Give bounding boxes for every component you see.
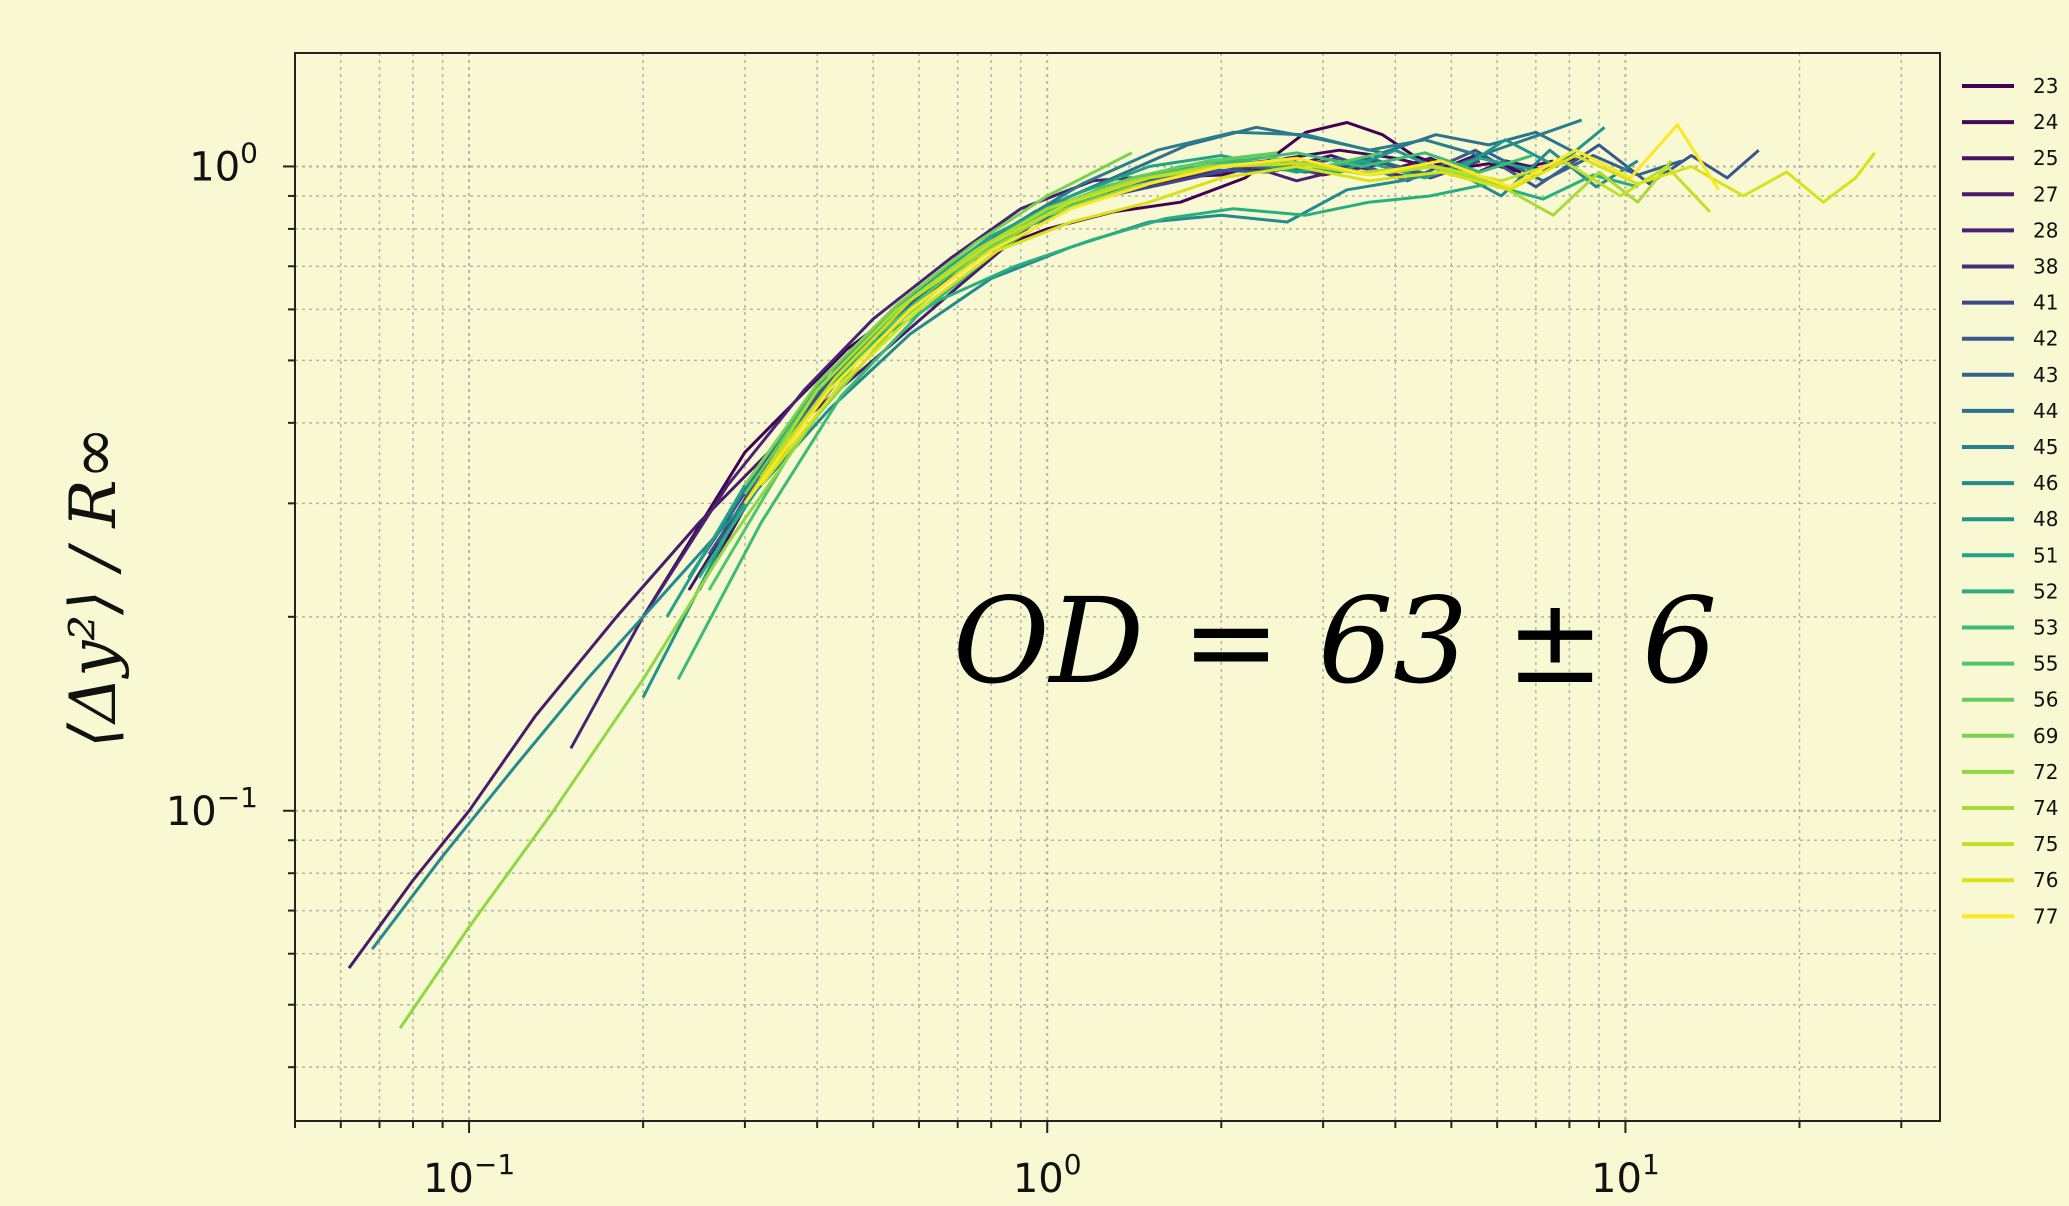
series-line-77 [743, 123, 1720, 505]
y-axis-label: ⟨Δy²⟩ / R∞ [57, 426, 131, 748]
legend-label: 74 [2033, 796, 2058, 820]
legend-label: 41 [2033, 291, 2058, 315]
y-tick-label: 10−1 [166, 781, 258, 835]
legend-label: 45 [2033, 435, 2058, 459]
legend-label: 51 [2033, 543, 2058, 567]
series-lines [347, 118, 1876, 1029]
series-line-69 [743, 151, 1133, 487]
legend-label: 24 [2033, 110, 2058, 134]
legend-label: 44 [2033, 399, 2058, 423]
series-line-28 [569, 159, 1414, 750]
legend-label: 28 [2033, 218, 2058, 242]
series-line-75 [759, 159, 1711, 478]
legend-label: 48 [2033, 507, 2058, 531]
legend-label: 76 [2033, 868, 2058, 892]
legend-label: 56 [2033, 688, 2058, 712]
legend-label: 75 [2033, 832, 2058, 856]
legend-label: 53 [2033, 616, 2058, 640]
legend-label: 55 [2033, 652, 2058, 676]
annotation-text: OD = 63 ± 6 [953, 572, 1717, 710]
legend: 23 24 25 27 28 38 41 42 43 44 45 46 48 51 52 53 55 56 69 72… [1962, 74, 2058, 928]
legend-label: 27 [2033, 182, 2058, 206]
x-tick-label: 10−1 [423, 1148, 515, 1202]
legend-label: 38 [2033, 255, 2058, 279]
series-line-43 [717, 151, 1682, 545]
y-tick-label: 100 [189, 136, 258, 190]
x-tick-label: 100 [1013, 1148, 1082, 1202]
legend-label: 43 [2033, 363, 2058, 387]
legend-label: 46 [2033, 471, 2058, 495]
legend-label: 52 [2033, 579, 2058, 603]
legend-label: 72 [2033, 760, 2058, 784]
series-line-76 [759, 151, 1876, 487]
legend-label: 23 [2033, 74, 2058, 98]
grid [294, 53, 1940, 1121]
plot-frame [294, 52, 1941, 1122]
x-tick-label: 101 [1591, 1148, 1660, 1202]
axis-ticks: 10−1 100 101 10−1 100 [166, 136, 1903, 1202]
legend-label: 42 [2033, 327, 2058, 351]
legend-label: 69 [2033, 724, 2058, 748]
legend-label: 77 [2033, 904, 2058, 928]
legend-label: 25 [2033, 146, 2058, 170]
